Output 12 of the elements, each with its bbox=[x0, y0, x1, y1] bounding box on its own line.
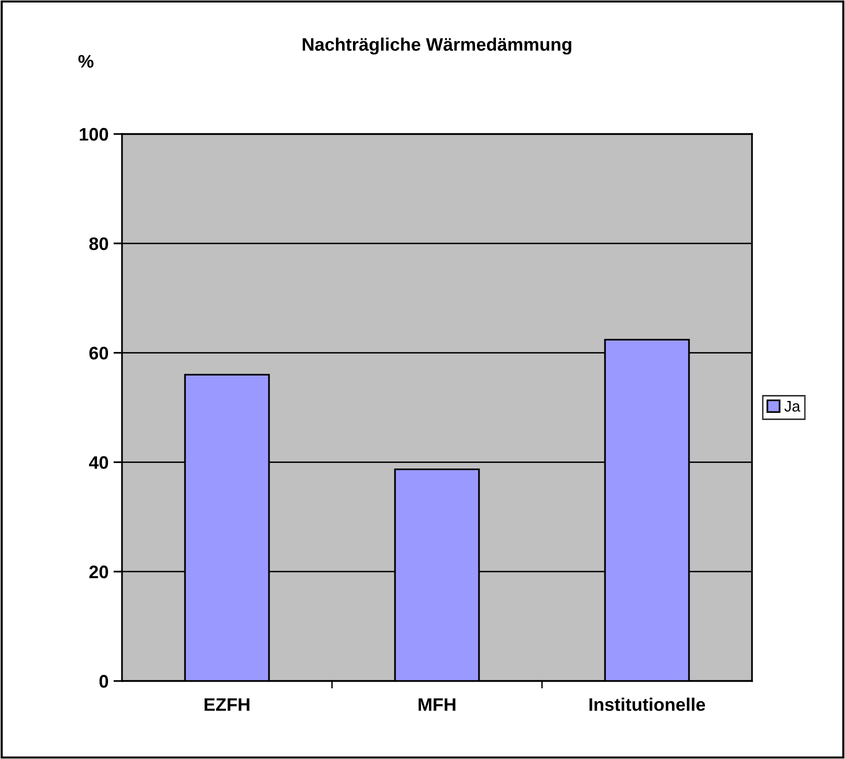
y-tick-label: 20 bbox=[89, 566, 108, 578]
y-tick-label: 60 bbox=[89, 346, 108, 360]
y-tick-label: 40 bbox=[89, 456, 108, 469]
y-tick-label: 100 bbox=[80, 128, 108, 141]
legend-label: Ja bbox=[784, 400, 800, 412]
y-tick-label: 0 bbox=[99, 674, 108, 688]
y-axis-title: % bbox=[78, 54, 94, 68]
y-tick-label: 80 bbox=[89, 237, 108, 250]
chart-title: Nachträgliche Wärmedämmung bbox=[302, 38, 572, 54]
x-tick-label: Institutionelle bbox=[590, 698, 706, 711]
x-tick-label: EZFH bbox=[204, 698, 250, 711]
x-tick-label: MFH bbox=[418, 698, 456, 711]
